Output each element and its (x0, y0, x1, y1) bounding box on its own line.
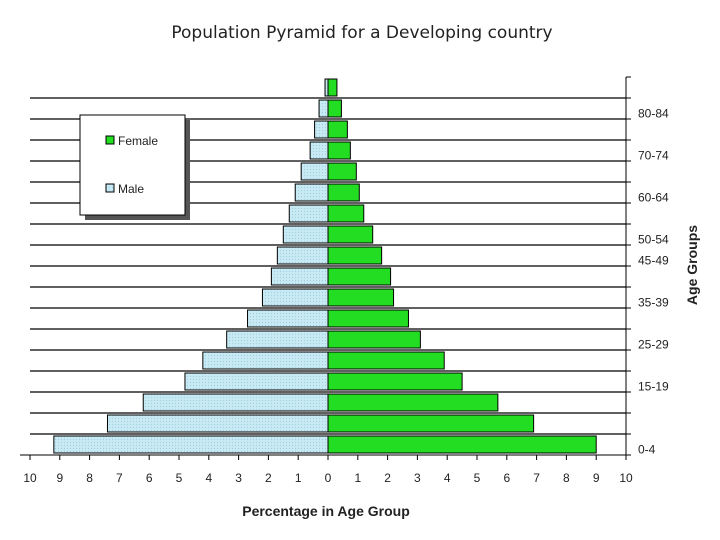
male-bar-70-74 (309, 141, 329, 160)
x-tick-label: 3 (414, 471, 421, 485)
x-tick-label: 9 (593, 471, 600, 485)
category-label-25-29: 25-29 (638, 338, 669, 352)
y-axis-title: Age Groups (684, 225, 700, 305)
x-tick-label: 7 (533, 471, 540, 485)
category-labels: 0-4 15-19 25-29 35-39 45-49 50-54 60-64 70-74 80… (638, 107, 669, 457)
x-tick-label: 8 (563, 471, 570, 485)
x-tick-label: 5 (176, 471, 183, 485)
category-label-35-39: 35-39 (638, 296, 669, 310)
x-tick-label: 2 (265, 471, 272, 485)
male-bar-50-54 (282, 225, 329, 244)
legend-label-male: Male (118, 182, 144, 196)
x-tick-label: 1 (354, 471, 361, 485)
female-bar-85+ (327, 78, 338, 97)
legend-swatch-male (105, 183, 115, 193)
x-tick-label: 9 (56, 471, 63, 485)
x-tick-labels: 10 9 8 7 6 5 4 3 2 1 0 1 2 3 4 5 6 7 8 9 10 (23, 471, 633, 485)
male-bar-85+ (324, 78, 329, 97)
category-label-60-64: 60-64 (638, 191, 669, 205)
male-bar-80-84 (318, 99, 329, 118)
female-bar-80-84 (327, 99, 342, 118)
legend: Female Male (79, 114, 190, 220)
female-bar-70-74 (327, 141, 351, 160)
category-label-15-19: 15-19 (638, 380, 669, 394)
female-bar-55-59 (327, 204, 365, 223)
male-bar-65-69 (300, 162, 329, 181)
female-bar-15-19 (327, 372, 463, 391)
x-tick-label: 10 (619, 471, 633, 485)
female-bar-60-64 (327, 183, 360, 202)
bars (53, 78, 597, 454)
x-axis-title: Percentage in Age Group (242, 503, 410, 519)
category-label-80-84: 80-84 (638, 107, 669, 121)
category-label-70-74: 70-74 (638, 149, 669, 163)
male-bar-25-29 (226, 330, 329, 349)
x-tick-label: 4 (444, 471, 451, 485)
male-bar-40-44 (270, 267, 329, 286)
female-bar-0-4 (327, 435, 597, 454)
male-bar-0-4 (53, 435, 329, 454)
male-bar-55-59 (288, 204, 329, 223)
x-tick-label: 8 (86, 471, 93, 485)
x-tick-label: 6 (146, 471, 153, 485)
legend-swatch-female (105, 135, 115, 145)
category-label-50-54: 50-54 (638, 233, 669, 247)
female-bar-5-9 (327, 414, 535, 433)
category-label-45-49: 45-49 (638, 254, 669, 268)
x-tick-label: 10 (23, 471, 37, 485)
female-bar-10-14 (327, 393, 499, 412)
female-bar-30-34 (327, 309, 409, 328)
x-tick-label: 7 (116, 471, 123, 485)
male-bar-15-19 (184, 372, 329, 391)
female-bar-35-39 (327, 288, 395, 307)
x-tick-label: 5 (474, 471, 481, 485)
female-bar-20-24 (327, 351, 445, 370)
category-label-0-4: 0-4 (638, 443, 656, 457)
male-bar-10-14 (142, 393, 329, 412)
male-bar-30-34 (247, 309, 329, 328)
male-bar-5-9 (106, 414, 329, 433)
x-tick-label: 6 (503, 471, 510, 485)
male-bar-20-24 (202, 351, 329, 370)
female-bar-45-49 (327, 246, 383, 265)
female-bar-50-54 (327, 225, 374, 244)
legend-label-female: Female (118, 134, 158, 148)
chart-title: Population Pyramid for a Developing coun… (171, 23, 552, 43)
female-bar-75-79 (327, 120, 348, 139)
male-bar-35-39 (261, 288, 329, 307)
x-tick-label: 1 (295, 471, 302, 485)
x-tick-label: 4 (205, 471, 212, 485)
axes (20, 76, 631, 460)
x-tick-label: 2 (384, 471, 391, 485)
female-bar-40-44 (327, 267, 392, 286)
x-tick-label: 0 (325, 471, 332, 485)
female-bar-65-69 (327, 162, 357, 181)
legend-box (79, 114, 186, 216)
male-bar-45-49 (276, 246, 329, 265)
male-bar-60-64 (294, 183, 329, 202)
female-bar-25-29 (327, 330, 421, 349)
male-bar-75-79 (314, 120, 329, 139)
x-tick-label: 3 (235, 471, 242, 485)
